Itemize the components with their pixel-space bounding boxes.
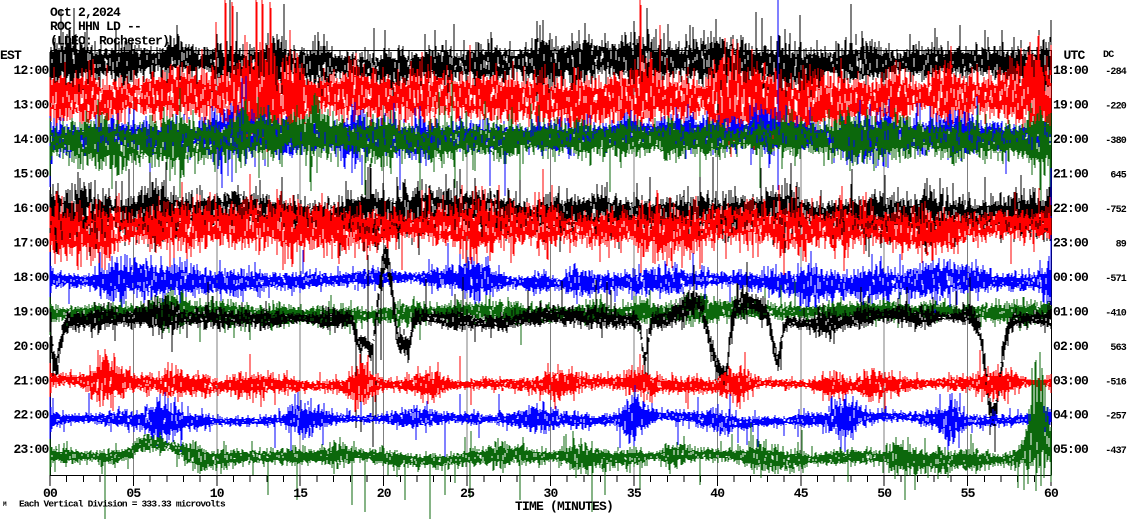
svg-text:23:00: 23:00 xyxy=(13,442,49,457)
svg-text:23:00: 23:00 xyxy=(1053,236,1089,251)
svg-text:19:00: 19:00 xyxy=(1053,98,1089,113)
svg-text:14:00: 14:00 xyxy=(13,132,49,147)
svg-text:60: 60 xyxy=(1044,486,1059,501)
svg-text:20: 20 xyxy=(377,486,392,501)
svg-text:10: 10 xyxy=(210,486,225,501)
svg-text:UTC: UTC xyxy=(1064,48,1086,63)
svg-text:30: 30 xyxy=(543,486,558,501)
svg-text:17:00: 17:00 xyxy=(13,236,49,251)
svg-text:-437: -437 xyxy=(1105,446,1127,457)
svg-text:03:00: 03:00 xyxy=(1053,373,1089,388)
svg-text:DC: DC xyxy=(1103,50,1114,61)
svg-text:-220: -220 xyxy=(1105,102,1127,113)
svg-text:M: M xyxy=(3,501,7,508)
svg-text:50: 50 xyxy=(877,486,892,501)
svg-text:22:00: 22:00 xyxy=(13,408,49,423)
svg-text:EST: EST xyxy=(0,48,22,63)
svg-text:645: 645 xyxy=(1110,171,1126,182)
svg-text:ROC HHN LD --: ROC HHN LD -- xyxy=(50,19,141,34)
svg-text:21:00: 21:00 xyxy=(1053,167,1089,182)
svg-text:-257: -257 xyxy=(1105,412,1127,423)
svg-text:15: 15 xyxy=(293,486,308,501)
svg-text:-410: -410 xyxy=(1105,308,1127,319)
svg-text:19:00: 19:00 xyxy=(13,304,49,319)
svg-text:05: 05 xyxy=(126,486,141,501)
svg-text:20:00: 20:00 xyxy=(1053,132,1089,147)
svg-text:Oct 2,2024: Oct 2,2024 xyxy=(50,5,121,20)
svg-text:89: 89 xyxy=(1116,240,1127,251)
svg-text:-752: -752 xyxy=(1105,205,1127,216)
svg-text:-571: -571 xyxy=(1105,274,1127,285)
svg-text:40: 40 xyxy=(710,486,725,501)
svg-text:04:00: 04:00 xyxy=(1053,408,1089,423)
svg-text:18:00: 18:00 xyxy=(1053,63,1089,78)
svg-text:00: 00 xyxy=(43,486,58,501)
svg-text:12:00: 12:00 xyxy=(13,63,49,78)
svg-text:-284: -284 xyxy=(1105,67,1127,78)
svg-text:45: 45 xyxy=(794,486,809,501)
svg-text:00:00: 00:00 xyxy=(1053,270,1089,285)
svg-text:21:00: 21:00 xyxy=(13,373,49,388)
svg-text:TIME (MINUTES): TIME (MINUTES) xyxy=(515,499,613,514)
svg-text:Each Vertical Division = 333.: Each Vertical Division = 333.33 microvol… xyxy=(19,499,226,510)
svg-text:25: 25 xyxy=(460,486,475,501)
svg-text:35: 35 xyxy=(627,486,642,501)
svg-text:13:00: 13:00 xyxy=(13,98,49,113)
svg-text:20:00: 20:00 xyxy=(13,339,49,354)
svg-text:22:00: 22:00 xyxy=(1053,201,1089,216)
svg-text:15:00: 15:00 xyxy=(13,167,49,182)
svg-text:(LDEO: Rochester): (LDEO: Rochester) xyxy=(50,34,169,49)
svg-text:-516: -516 xyxy=(1105,377,1127,388)
svg-text:563: 563 xyxy=(1110,343,1126,354)
svg-text:02:00: 02:00 xyxy=(1053,339,1089,354)
svg-text:18:00: 18:00 xyxy=(13,270,49,285)
svg-text:-380: -380 xyxy=(1105,136,1127,147)
svg-text:55: 55 xyxy=(961,486,976,501)
svg-text:05:00: 05:00 xyxy=(1053,442,1089,457)
svg-text:01:00: 01:00 xyxy=(1053,304,1089,319)
svg-text:16:00: 16:00 xyxy=(13,201,49,216)
